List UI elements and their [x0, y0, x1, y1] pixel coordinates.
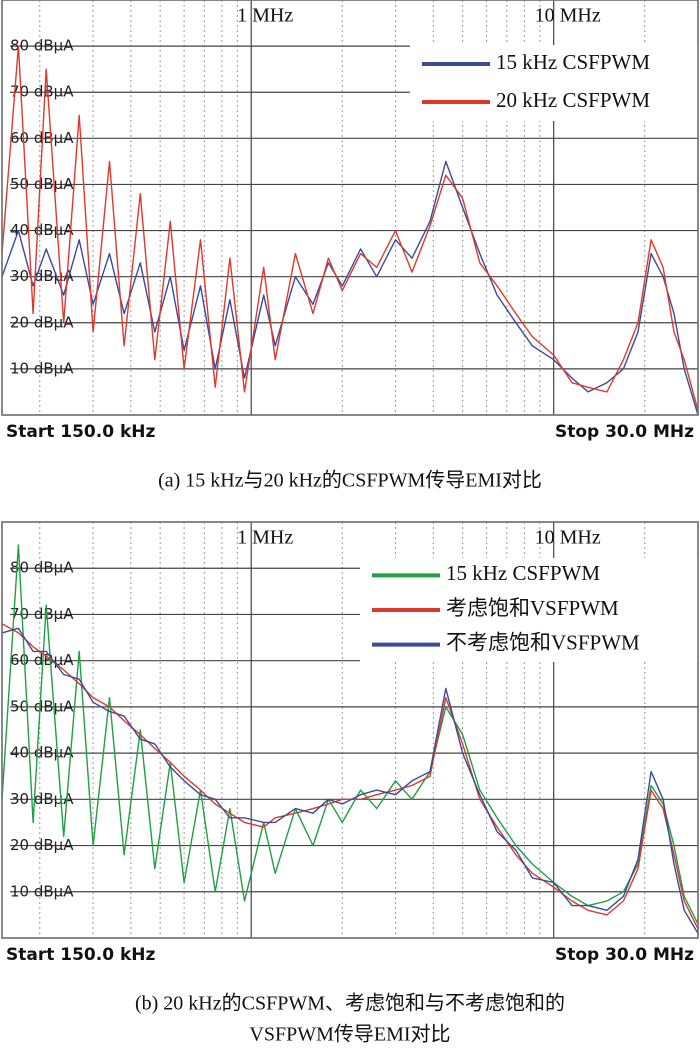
legend-label: 20 kHz CSFPWM [496, 88, 650, 112]
y-tick-label: 50 dBµA [10, 697, 74, 715]
y-tick-label: 10 dBµA [10, 359, 74, 377]
caption: (b) 20 kHz的CSFPWM、考虑饱和与不考虑饱和的 [135, 992, 565, 1015]
y-tick-label: 30 dBµA [10, 790, 74, 808]
series-line [1, 45, 699, 411]
y-tick-label: 70 dBµA [10, 605, 74, 623]
start-label: Start 150.0 kHz [6, 945, 155, 965]
legend-box [410, 45, 698, 121]
y-tick-label: 70 dBµA [10, 83, 74, 101]
x-tick-label: 1 MHz [237, 527, 293, 549]
start-label: Start 150.0 kHz [6, 422, 155, 442]
series-line [1, 544, 699, 925]
legend-label: 15 kHz CSFPWM [496, 50, 650, 74]
x-tick-label: 10 MHz [535, 527, 601, 549]
series-line [1, 623, 699, 930]
plot-border [1, 521, 699, 939]
y-tick-label: 10 dBµA [10, 882, 74, 900]
x-tick-label: 1 MHz [237, 5, 293, 27]
plot-border [1, 0, 699, 416]
caption: VSFPWM传导EMI对比 [249, 1023, 450, 1046]
legend-label: 15 kHz CSFPWM [446, 561, 600, 585]
series-line [1, 627, 699, 934]
y-tick-label: 40 dBµA [10, 744, 74, 762]
stop-label: Stop 30.0 MHz [555, 945, 694, 965]
y-tick-label: 20 dBµA [10, 836, 74, 854]
y-tick-label: 80 dBµA [10, 37, 74, 55]
y-tick-label: 80 dBµA [10, 559, 74, 577]
y-tick-label: 50 dBµA [10, 175, 74, 193]
x-tick-label: 10 MHz [535, 5, 601, 27]
caption: (a) 15 kHz与20 kHz的CSFPWM传导EMI对比 [158, 469, 542, 492]
series-line [1, 160, 699, 416]
y-tick-label: 30 dBµA [10, 267, 74, 285]
legend-label: 考虑饱和VSFPWM [446, 596, 619, 620]
y-tick-label: 20 dBµA [10, 313, 74, 331]
legend-label: 不考虑饱和VSFPWM [446, 630, 640, 654]
stop-label: Stop 30.0 MHz [555, 422, 694, 442]
